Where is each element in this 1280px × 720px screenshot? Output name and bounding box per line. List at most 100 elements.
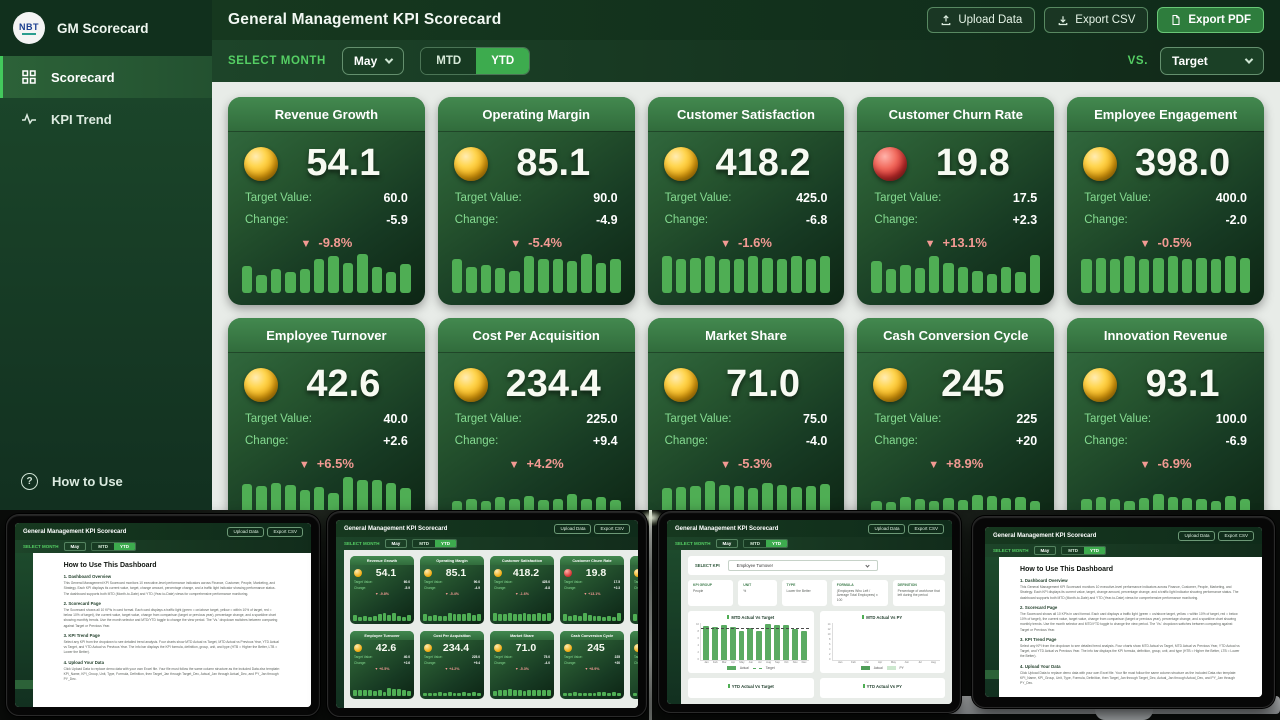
target-label: Target Value:	[874, 192, 942, 204]
spark-bar	[509, 498, 520, 510]
spark-bar	[285, 484, 296, 510]
spark-bar	[1124, 256, 1135, 293]
card-title: Customer Churn Rate	[857, 97, 1055, 131]
spark-bar	[299, 269, 311, 293]
export-csv-button[interactable]: Export CSV	[1044, 7, 1149, 33]
spark-bar	[719, 258, 730, 293]
spark-bar	[914, 499, 926, 510]
target-label: Target Value:	[454, 413, 522, 425]
spark-bar	[704, 481, 716, 510]
month-select[interactable]: May	[341, 47, 405, 75]
spark-bar	[451, 258, 463, 293]
spark-bar	[661, 256, 672, 293]
how-to-use-link[interactable]: ? How to Use	[0, 460, 212, 502]
spark-bar	[466, 267, 477, 293]
select-month-label: SELECT MONTH	[228, 55, 326, 67]
mini-kpi-card: Customer Satisfaction 418.2 Target Value…	[490, 556, 554, 624]
sparkline	[438, 471, 635, 510]
spark-bar	[357, 479, 368, 510]
upload-icon	[942, 15, 951, 26]
spark-bar	[943, 497, 954, 510]
download-icon	[1058, 16, 1068, 26]
kpi-select: Employee Turnover	[727, 560, 878, 571]
sidebar: NBT GM Scorecard Scorecard KPI Trend ? H…	[0, 0, 212, 510]
target-value: 17.5	[1012, 191, 1038, 205]
traffic-light	[453, 146, 488, 181]
vs-label: VS.	[1127, 55, 1148, 67]
target-label: Target Value:	[1084, 413, 1152, 425]
sidebar-item-scorecard[interactable]: Scorecard	[0, 56, 212, 98]
spark-bar	[1210, 258, 1222, 293]
spark-bar	[1153, 494, 1164, 510]
kpi-card: Cost Per Acquisition 234.4 Target Value:…	[437, 318, 635, 510]
vs-group: VS. Target	[1128, 47, 1264, 75]
target-label: Target Value:	[454, 192, 522, 204]
help-icon: ?	[21, 472, 38, 490]
spark-bar	[552, 259, 564, 293]
spark-bar	[581, 499, 592, 510]
spark-bar	[270, 483, 282, 510]
grid-icon	[22, 70, 36, 84]
sidebar-item-kpi-trend[interactable]: KPI Trend	[0, 98, 212, 140]
howto-section: 2. Scorecard Page The Scorecard shows al…	[1020, 604, 1238, 632]
spark-bar	[1001, 267, 1012, 293]
spark-bar	[242, 483, 253, 510]
spark-bar	[1110, 499, 1121, 510]
spark-bar	[480, 501, 492, 510]
change-percent: ▼ +13.1%	[924, 235, 987, 250]
down-triangle-icon: ▼	[720, 238, 731, 250]
target-label: Target Value:	[664, 192, 732, 204]
spark-bar	[451, 501, 463, 510]
spark-bar	[885, 501, 897, 510]
card-title: Cost Per Acquisition	[437, 318, 635, 352]
change-label: Change:	[454, 435, 499, 447]
kpi-card: Customer Churn Rate 19.8 Target Value: 1…	[857, 97, 1055, 305]
card-title: Revenue Growth	[228, 97, 425, 131]
change-value: +2.6	[383, 434, 408, 448]
change-label: Change:	[245, 435, 289, 447]
spark-bar	[1095, 496, 1106, 510]
sparkline	[228, 471, 425, 510]
change-label: Change:	[664, 435, 709, 447]
ytd-toggle[interactable]: YTD	[476, 48, 530, 74]
spark-bar	[1124, 501, 1135, 510]
target-select[interactable]: Target	[1160, 47, 1264, 75]
laptop-base-tab	[1095, 708, 1153, 720]
spark-bar	[342, 262, 354, 293]
spark-bar	[1196, 257, 1207, 293]
sparkline	[1067, 250, 1264, 305]
spark-bar	[523, 495, 535, 510]
spark-bar	[929, 256, 940, 293]
target-label: Target Value:	[1084, 192, 1152, 204]
upload-data-button[interactable]: Upload Data	[927, 7, 1036, 33]
chart-mtd-vs-py: MTD Actual Vs PY 14 12 10 8 6 4 2 0	[819, 611, 945, 673]
spark-bar	[885, 269, 897, 293]
target-label: Target Value:	[245, 413, 312, 425]
device-frame-scorecard: General Management KPI Scorecard Upload …	[327, 511, 647, 717]
sparkline	[228, 250, 425, 305]
howto-section: 3. KPI Trend Page Select any KPI from th…	[1020, 636, 1240, 659]
export-pdf-button[interactable]: Export PDF	[1157, 7, 1264, 33]
spark-bar	[270, 269, 282, 293]
down-triangle-icon: ▼	[508, 459, 520, 471]
page-title: General Management KPI Scorecard	[228, 11, 502, 28]
down-triangle-icon: ▼	[1139, 459, 1151, 471]
spark-bar	[957, 267, 969, 293]
spark-bar	[1110, 258, 1121, 293]
spark-bar	[1015, 496, 1026, 510]
kpi-card: Employee Turnover 42.6 Target Value: 40.…	[228, 318, 425, 510]
change-percent: ▼ -5.3%	[720, 456, 772, 471]
card-title: Customer Satisfaction	[647, 97, 845, 131]
spark-bar	[1138, 258, 1150, 293]
chart-ytd-vs-py: YTD Actual Vs PY	[819, 678, 945, 698]
spark-bar	[1138, 497, 1150, 510]
spark-bar	[567, 494, 578, 510]
sparkline	[857, 250, 1054, 305]
spark-bar	[509, 270, 520, 293]
kpi-card: Revenue Growth 54.1 Target Value: 60.0 C…	[228, 97, 425, 305]
down-triangle-icon: ▼	[298, 459, 310, 471]
mtd-toggle[interactable]: MTD	[421, 48, 477, 74]
spark-bar	[1001, 497, 1012, 510]
target-value: 90.0	[593, 191, 618, 205]
mini-kpi-card: Cash Conversion Cycle 245 Target Value: 2…	[560, 631, 624, 699]
